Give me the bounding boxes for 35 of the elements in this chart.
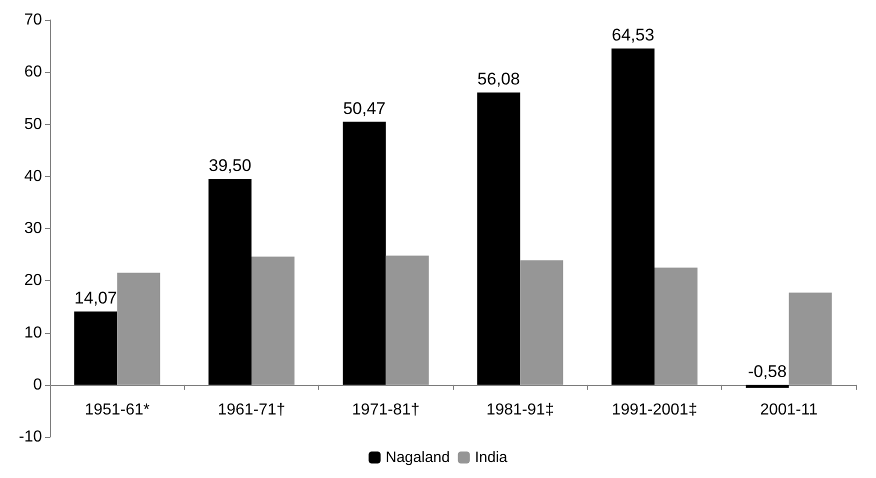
bar bbox=[654, 268, 698, 385]
data-label: 39,50 bbox=[208, 156, 252, 175]
bar bbox=[612, 48, 654, 385]
y-tick-label: 70 bbox=[24, 12, 42, 28]
y-tick-label: 30 bbox=[24, 220, 42, 237]
legend-label: India bbox=[474, 449, 508, 466]
y-tick-label: 40 bbox=[24, 168, 42, 185]
x-tick-label: 1971-81† bbox=[352, 402, 420, 418]
data-label: 14,07 bbox=[74, 288, 117, 308]
data-label: 64,53 bbox=[612, 26, 654, 45]
x-tick-label: 2001-11 bbox=[760, 402, 818, 418]
y-tick-label: 50 bbox=[24, 116, 42, 133]
y-tick-label: 60 bbox=[24, 64, 42, 81]
x-tick-label: 1981-91‡ bbox=[486, 402, 554, 418]
bar bbox=[477, 92, 520, 385]
bar bbox=[208, 178, 252, 385]
x-tick-label: 1951-61* bbox=[84, 402, 150, 418]
bar bbox=[520, 260, 564, 385]
y-tick-label: 10 bbox=[24, 324, 42, 342]
data-label: 56,08 bbox=[477, 70, 520, 89]
bar bbox=[252, 256, 294, 385]
y-tick-label: 20 bbox=[24, 272, 42, 290]
bar bbox=[117, 272, 160, 385]
bar bbox=[342, 122, 386, 385]
x-tick-label: 1991-2001‡ bbox=[612, 402, 698, 418]
y-tick-label: -10 bbox=[18, 428, 42, 446]
bar bbox=[746, 384, 789, 388]
bar bbox=[386, 256, 429, 385]
y-tick-label: 0 bbox=[33, 376, 42, 394]
legend-label: Nagaland bbox=[386, 449, 450, 466]
bar bbox=[788, 292, 832, 385]
data-label: -0,58 bbox=[748, 362, 787, 381]
x-tick-label: 1961-71† bbox=[218, 402, 286, 418]
data-label: 50,47 bbox=[343, 98, 386, 118]
bar bbox=[74, 312, 118, 385]
